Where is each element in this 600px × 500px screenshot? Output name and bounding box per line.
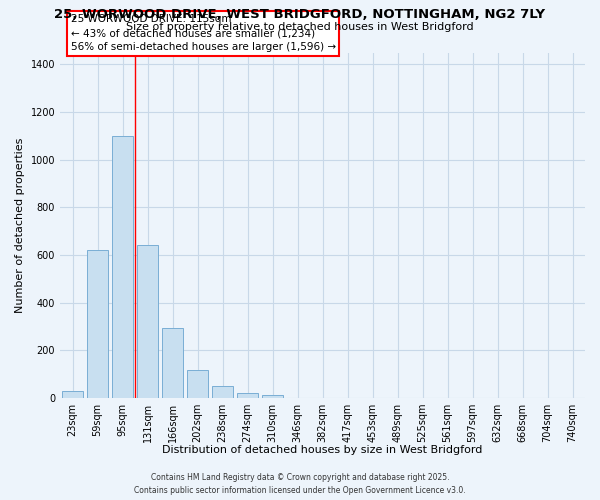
Bar bbox=[62, 390, 83, 398]
Bar bbox=[87, 250, 108, 398]
Bar bbox=[212, 386, 233, 398]
Bar bbox=[112, 136, 133, 398]
Bar bbox=[162, 328, 183, 398]
Text: Contains HM Land Registry data © Crown copyright and database right 2025.
Contai: Contains HM Land Registry data © Crown c… bbox=[134, 473, 466, 495]
X-axis label: Distribution of detached houses by size in West Bridgford: Distribution of detached houses by size … bbox=[163, 445, 483, 455]
Bar bbox=[262, 396, 283, 398]
Text: 25 WORWOOD DRIVE: 115sqm
← 43% of detached houses are smaller (1,234)
56% of sem: 25 WORWOOD DRIVE: 115sqm ← 43% of detach… bbox=[71, 14, 335, 52]
Bar bbox=[237, 393, 258, 398]
Bar bbox=[187, 370, 208, 398]
Bar bbox=[137, 246, 158, 398]
Text: Size of property relative to detached houses in West Bridgford: Size of property relative to detached ho… bbox=[126, 22, 474, 32]
Text: 25, WORWOOD DRIVE, WEST BRIDGFORD, NOTTINGHAM, NG2 7LY: 25, WORWOOD DRIVE, WEST BRIDGFORD, NOTTI… bbox=[55, 8, 545, 20]
Y-axis label: Number of detached properties: Number of detached properties bbox=[15, 138, 25, 313]
